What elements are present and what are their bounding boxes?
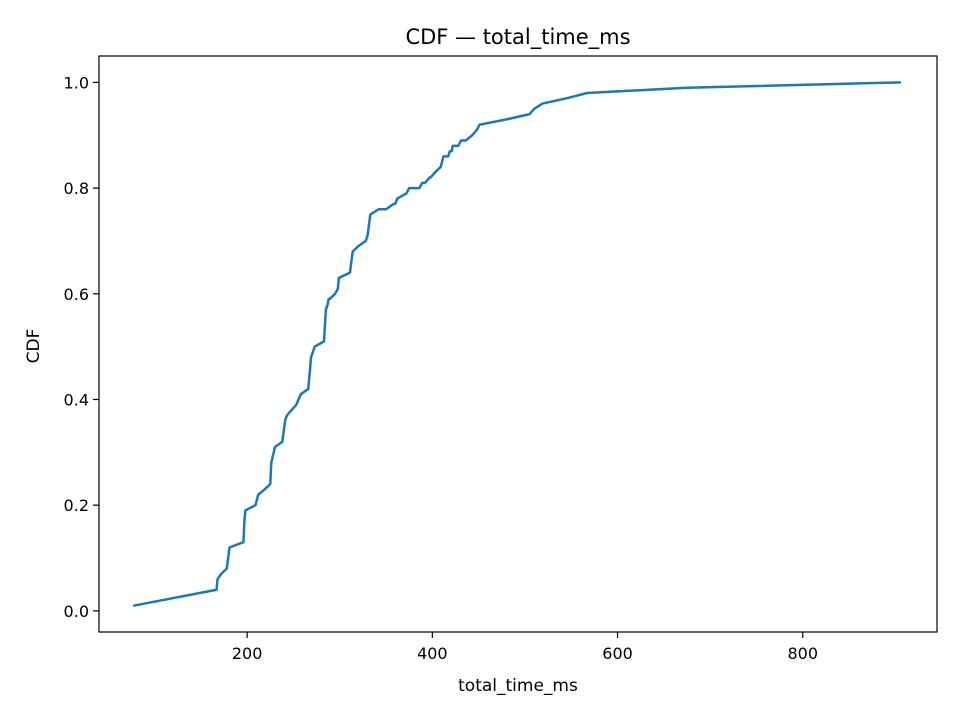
y-tick-label: 0.2 (64, 496, 89, 515)
plot-frame (98, 55, 938, 633)
y-tick-label: 0.0 (64, 602, 89, 621)
y-tick-label: 0.6 (64, 285, 89, 304)
y-axis-label: CDF (24, 329, 44, 364)
y-tick-label: 0.8 (64, 179, 89, 198)
cdf-series-line (132, 81, 902, 607)
y-tick-label: 1.0 (64, 73, 89, 92)
plot-area (98, 55, 938, 633)
x-tick-label: 400 (417, 644, 448, 663)
x-axis: 200 400 600 800 (232, 632, 818, 663)
y-axis: 0.0 0.2 0.4 0.6 0.8 1.0 (64, 73, 99, 621)
chart-title: CDF — total_time_ms (405, 25, 630, 50)
x-tick-label: 800 (787, 644, 818, 663)
x-tick-label: 600 (602, 644, 633, 663)
y-tick-label: 0.4 (64, 390, 89, 409)
x-axis-label: total_time_ms (458, 676, 578, 696)
x-tick-label: 200 (232, 644, 263, 663)
